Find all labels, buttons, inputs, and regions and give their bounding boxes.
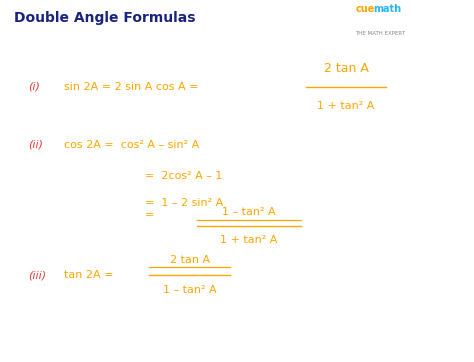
Text: sin 2A = 2 sin A cos A =: sin 2A = 2 sin A cos A = xyxy=(64,82,199,92)
Text: =  1 – 2 sin² A: = 1 – 2 sin² A xyxy=(145,198,223,208)
Text: =: = xyxy=(145,210,154,220)
Text: cos 2A =  cos² A – sin² A: cos 2A = cos² A – sin² A xyxy=(64,140,199,150)
Text: =  2cos² A – 1: = 2cos² A – 1 xyxy=(145,171,222,181)
Text: Double Angle Formulas: Double Angle Formulas xyxy=(14,11,196,25)
Text: cue: cue xyxy=(356,4,375,14)
Text: 2 tan A: 2 tan A xyxy=(170,255,210,265)
Text: 1 – tan² A: 1 – tan² A xyxy=(163,285,217,295)
Text: tan 2A =: tan 2A = xyxy=(64,270,113,280)
Text: (iii): (iii) xyxy=(28,270,46,280)
Text: (i): (i) xyxy=(28,82,40,92)
Text: 1 – tan² A: 1 – tan² A xyxy=(222,207,276,218)
Text: THE MATH EXPERT: THE MATH EXPERT xyxy=(356,31,405,36)
Text: math: math xyxy=(373,4,401,14)
Text: 1 + tan² A: 1 + tan² A xyxy=(220,235,278,245)
Text: 2 tan A: 2 tan A xyxy=(324,62,368,75)
Text: (ii): (ii) xyxy=(28,140,44,150)
Text: 1 + tan² A: 1 + tan² A xyxy=(317,101,375,111)
